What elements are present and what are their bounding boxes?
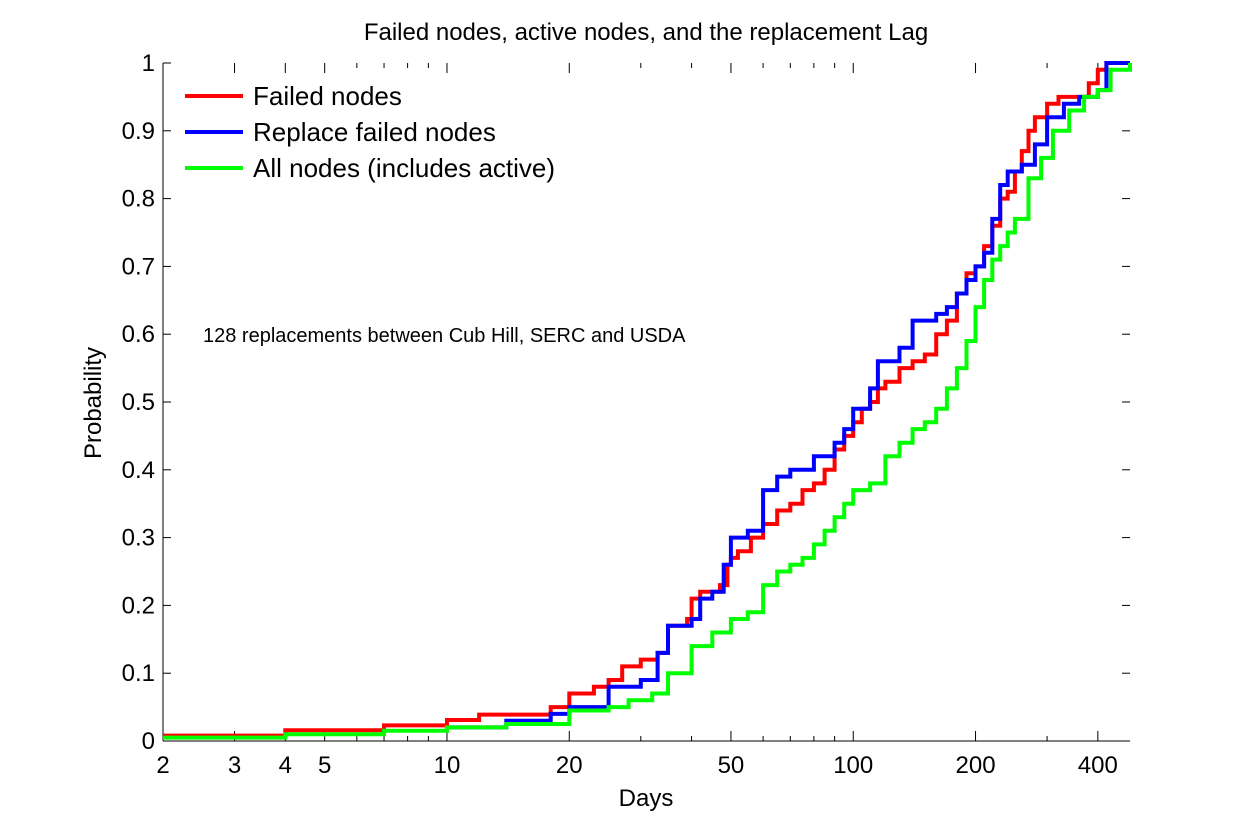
x-tick-label: 20 <box>556 752 583 779</box>
series-line-3 <box>163 63 1132 740</box>
y-tick-label: 0 <box>142 728 155 755</box>
y-tick-label: 0.3 <box>122 525 155 552</box>
y-tick-label: 0.6 <box>122 321 155 348</box>
series-line-2 <box>447 61 1130 730</box>
y-tick-label: 0.9 <box>122 118 155 145</box>
x-tick-label: 10 <box>434 752 461 779</box>
y-tick-label: 1 <box>142 50 155 77</box>
plot-background <box>163 63 1130 741</box>
axes: 0 0.1 0.2 0.3 0.4 0.5 0.6 0.7 0.8 0.9 1 2 3 4 5 10 20 50 1… <box>122 50 1130 779</box>
x-axis-label: Days <box>619 785 674 812</box>
series-layer <box>163 61 1132 740</box>
x-tick-label: 400 <box>1078 752 1118 779</box>
annotation-text: 128 replacements between Cub Hill, SERC … <box>203 325 686 347</box>
y-axis-label: Probability <box>80 347 107 459</box>
x-tick-label: 4 <box>279 752 292 779</box>
chart-title: Failed nodes, active nodes, and the repl… <box>364 19 928 46</box>
y-tick-label: 0.2 <box>122 592 155 619</box>
x-tick-label: 3 <box>228 752 241 779</box>
series-line-1 <box>163 61 1130 738</box>
legend: Failed nodes Replace failed nodes All node… <box>185 81 555 183</box>
plot-area <box>163 63 1130 741</box>
y-tick-label: 0.4 <box>122 457 155 484</box>
legend-label-3: All nodes (includes active) <box>253 153 555 183</box>
x-tick-label: 100 <box>833 752 873 779</box>
legend-label-2: Replace failed nodes <box>253 117 496 147</box>
x-tick-label: 50 <box>718 752 745 779</box>
y-tick-label: 0.8 <box>122 186 155 213</box>
y-tick-label: 0.1 <box>122 660 155 687</box>
x-tick-label: 5 <box>318 752 331 779</box>
x-tick-label: 2 <box>156 752 169 779</box>
y-tick-label: 0.7 <box>122 253 155 280</box>
legend-label-1: Failed nodes <box>253 81 402 111</box>
x-tick-label: 200 <box>956 752 996 779</box>
y-tick-label: 0.5 <box>122 389 155 416</box>
